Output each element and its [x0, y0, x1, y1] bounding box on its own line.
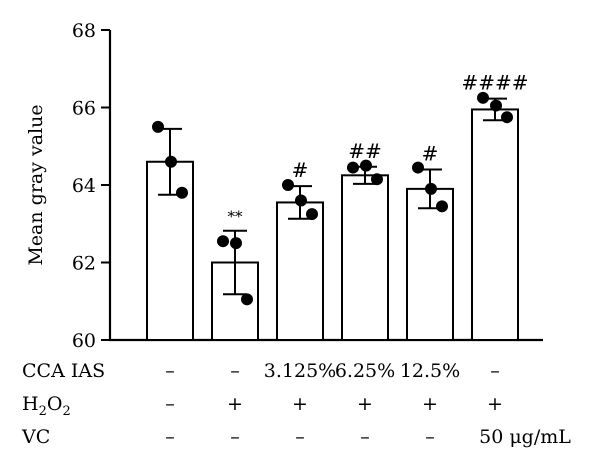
table-cell: 6.25% [335, 360, 395, 382]
bar [276, 201, 324, 341]
data-point [282, 179, 294, 191]
data-point [306, 208, 318, 221]
bar [471, 108, 519, 341]
y-tick-label: 64 [72, 175, 96, 197]
row-label-h2o2: H2O2 [22, 393, 71, 419]
y-ticks: 60 62 64 66 68 [72, 20, 110, 352]
condition-table: CCA IAS H2O2 VC – – 3.125%6.25% 12.5% – – + + + +… [21, 360, 571, 448]
table-cell: – [490, 360, 500, 382]
data-point [152, 120, 164, 133]
table-cell: – [165, 393, 175, 415]
data-point [477, 91, 489, 104]
data-point [295, 194, 307, 207]
data-point [490, 99, 502, 112]
table-cell: – [230, 360, 240, 382]
row-label-cca-ias: CCA IAS [22, 360, 105, 382]
table-cell: – [165, 426, 175, 448]
data-point [241, 293, 253, 306]
data-point [371, 173, 383, 186]
data-point [176, 186, 188, 199]
table-cell: + [292, 393, 308, 415]
y-tick-label: 62 [72, 253, 96, 275]
row-label-vc: VC [21, 426, 50, 448]
table-cell: – [165, 360, 175, 382]
significance-label: #### [461, 71, 528, 95]
table-cell: 12.5% [400, 360, 460, 382]
table-cell: + [357, 393, 373, 415]
bar [341, 174, 389, 341]
significance-label: # [422, 142, 439, 166]
data-point [501, 111, 513, 124]
data-point [412, 161, 424, 174]
table-cell: 50 μg/mL [479, 426, 571, 448]
data-point [230, 237, 242, 250]
table-cell: – [295, 426, 305, 448]
bars: **### ##### [146, 71, 529, 341]
table-cell: – [230, 426, 240, 448]
data-point [425, 182, 437, 195]
table-cell: – [360, 426, 370, 448]
data-point [347, 161, 359, 174]
table-cell: – [425, 426, 435, 448]
significance-label: ## [348, 139, 382, 163]
y-tick-label: 68 [72, 20, 96, 42]
significance-label: # [292, 158, 309, 182]
table-cell: + [227, 393, 243, 415]
data-point [436, 200, 448, 213]
significance-label: ** [228, 208, 244, 226]
y-tick-label: 66 [72, 98, 96, 120]
table-cell: + [422, 393, 438, 415]
y-axis-label: Mean gray value [25, 104, 47, 265]
table-cell: 3.125% [264, 360, 336, 382]
data-point [360, 159, 372, 172]
table-cell: + [487, 393, 503, 415]
y-tick-label: 60 [72, 330, 96, 352]
bar [406, 187, 454, 341]
data-point [217, 235, 229, 248]
data-point [165, 155, 177, 168]
